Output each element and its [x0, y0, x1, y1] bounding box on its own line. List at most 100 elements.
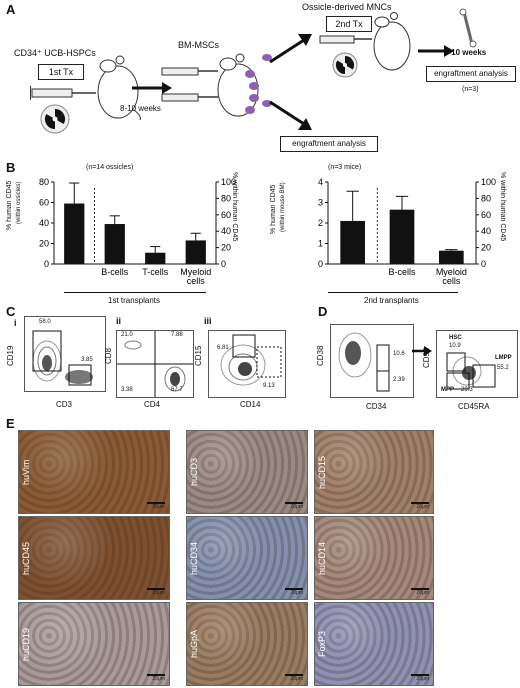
ihc-stain-label: huGpA [189, 629, 199, 659]
x-tick-label: Myeloid [436, 267, 467, 277]
syringe-icon [30, 86, 96, 100]
panel-e-label: E [6, 416, 15, 431]
y-right-tick-label: 40 [221, 226, 231, 236]
ihc-tile: huCD19 20μm [18, 602, 170, 686]
panel-d-label: D [318, 304, 328, 319]
arrow-up-right-icon [269, 34, 312, 64]
flow-density [338, 332, 390, 392]
radiation-icon [332, 52, 358, 78]
ihc-tile: huCD45 20μm [18, 516, 170, 600]
scale-bar [147, 502, 165, 504]
y-tick-label: 20 [39, 239, 49, 249]
ihc-tile: huCD34 20μm [186, 516, 308, 600]
left-n-label: (n=14 ossicles) [86, 164, 134, 171]
y-tick-label: 80 [39, 177, 49, 187]
first-tx-box: 1st Tx [38, 64, 84, 80]
bar [340, 220, 365, 264]
ihc-stain-label: huCD34 [189, 541, 199, 575]
bar [185, 240, 206, 264]
quadrant-value: 3.38 [121, 387, 133, 393]
radiation-icon [40, 104, 70, 134]
scale-bar [285, 502, 303, 504]
ihc-tile: huCD15 20μm [314, 430, 434, 514]
left-caption-line [64, 292, 206, 293]
hsc-value: 10.9 [449, 343, 461, 349]
panel-c-label: C [6, 304, 16, 319]
flow-plot-ci: 58.0 3.85 [24, 316, 106, 392]
bar [104, 224, 125, 264]
bone-icon [459, 8, 477, 48]
scale-bar-label: 20μm [416, 504, 429, 510]
gate-value: 10.6 [393, 351, 405, 357]
hsc-label: HSC [449, 335, 462, 341]
c-iii-label: iii [204, 316, 212, 326]
arrow-right-icon [412, 346, 432, 356]
x-tick-label: cells [442, 276, 461, 284]
c-ii-label: ii [116, 316, 122, 326]
y-right-tick-label: 100 [481, 177, 496, 187]
arrow-down-right-icon [269, 100, 312, 130]
c-iii-xlabel: CD14 [240, 400, 261, 409]
flow-plot-ciii: 6.81 9.13 [208, 330, 286, 398]
scale-bar [147, 674, 165, 676]
syringe-icon [161, 93, 218, 102]
y-tick-label: 2 [318, 218, 323, 228]
d-ylabel-1: CD38 [316, 345, 325, 366]
mouse-icon [373, 12, 411, 71]
arrow-right-icon [132, 82, 172, 94]
second-tx-box: 2nd Tx [326, 16, 372, 32]
y-right-tick-label: 20 [221, 243, 231, 253]
x-tick-label: T-cells [142, 267, 169, 277]
y-right-tick-label: 60 [221, 210, 231, 220]
y-tick-label: 3 [318, 198, 323, 208]
panel-a-label: A [6, 2, 16, 17]
ihc-stain-label: huCD45 [21, 541, 31, 575]
gate-value: 3.85 [81, 357, 93, 363]
quadrant-value: 67.7 [171, 387, 183, 393]
engraftment-box-2: engraftment analysis [426, 66, 516, 82]
scale-bar-label: 20μm [290, 676, 303, 682]
left-caption: 1st transplants [108, 296, 161, 305]
scale-bar [147, 588, 165, 590]
y-tick-label: 4 [318, 177, 323, 187]
syringe-icon [161, 67, 218, 76]
y-right-tick-label: 60 [481, 210, 491, 220]
quadrant-value: 7.88 [171, 332, 183, 338]
d-ylabel-2: CD90 [422, 347, 431, 368]
mpp-label: MPP [441, 387, 455, 393]
y-tick-label: 0 [44, 259, 49, 269]
gate-value: 2.39 [393, 377, 405, 383]
ihc-stain-label: huVim [21, 459, 31, 485]
scale-bar-label: 20μm [416, 590, 429, 596]
gate-value: 6.81 [217, 345, 229, 351]
x-tick-label: B-cells [101, 267, 129, 277]
gate-value: 58.0 [39, 319, 51, 325]
flow-plot-d1: 10.6 2.39 [330, 324, 414, 398]
n-label: (n=3) [462, 86, 479, 93]
y-right-tick-label: 40 [481, 226, 491, 236]
donor-cells-label: CD34⁺ UCB-HSPCs [14, 48, 96, 58]
flow-density [32, 330, 93, 386]
weeks-label-1: 8-10 weeks [120, 104, 161, 113]
d-xlabel-2: CD45RA [458, 402, 490, 411]
x-tick-label: cells [187, 276, 206, 284]
mouse-icon [97, 55, 141, 121]
quadrant-value: 21.0 [121, 332, 133, 338]
lmpp-value: 55.2 [497, 365, 509, 371]
ossicle-mnc-label: Ossicle-derived MNCs [302, 2, 392, 12]
flow-density [220, 334, 282, 386]
bar [439, 250, 464, 264]
c-i-label: i [14, 318, 17, 328]
scale-bar-label: 20μm [152, 504, 165, 510]
c-ii-ylabel: CD8 [104, 347, 113, 364]
ihc-stain-label: huCD19 [21, 627, 31, 661]
flow-density [446, 352, 496, 390]
ihc-stain-label: huCD15 [317, 455, 327, 489]
ossicle-icon [262, 100, 272, 107]
x-tick-label: Myeloid [180, 267, 211, 277]
y-tick-label: 0 [318, 259, 323, 269]
ihc-stain-label: FoxP3 [317, 631, 327, 658]
chart-left: 0 20 40 60 80 0 20 40 60 80 100 B-cells T-cells Myelo… [39, 177, 236, 284]
mpp-value: 29.3 [461, 387, 473, 393]
ihc-stain-label: huCD14 [317, 541, 327, 575]
